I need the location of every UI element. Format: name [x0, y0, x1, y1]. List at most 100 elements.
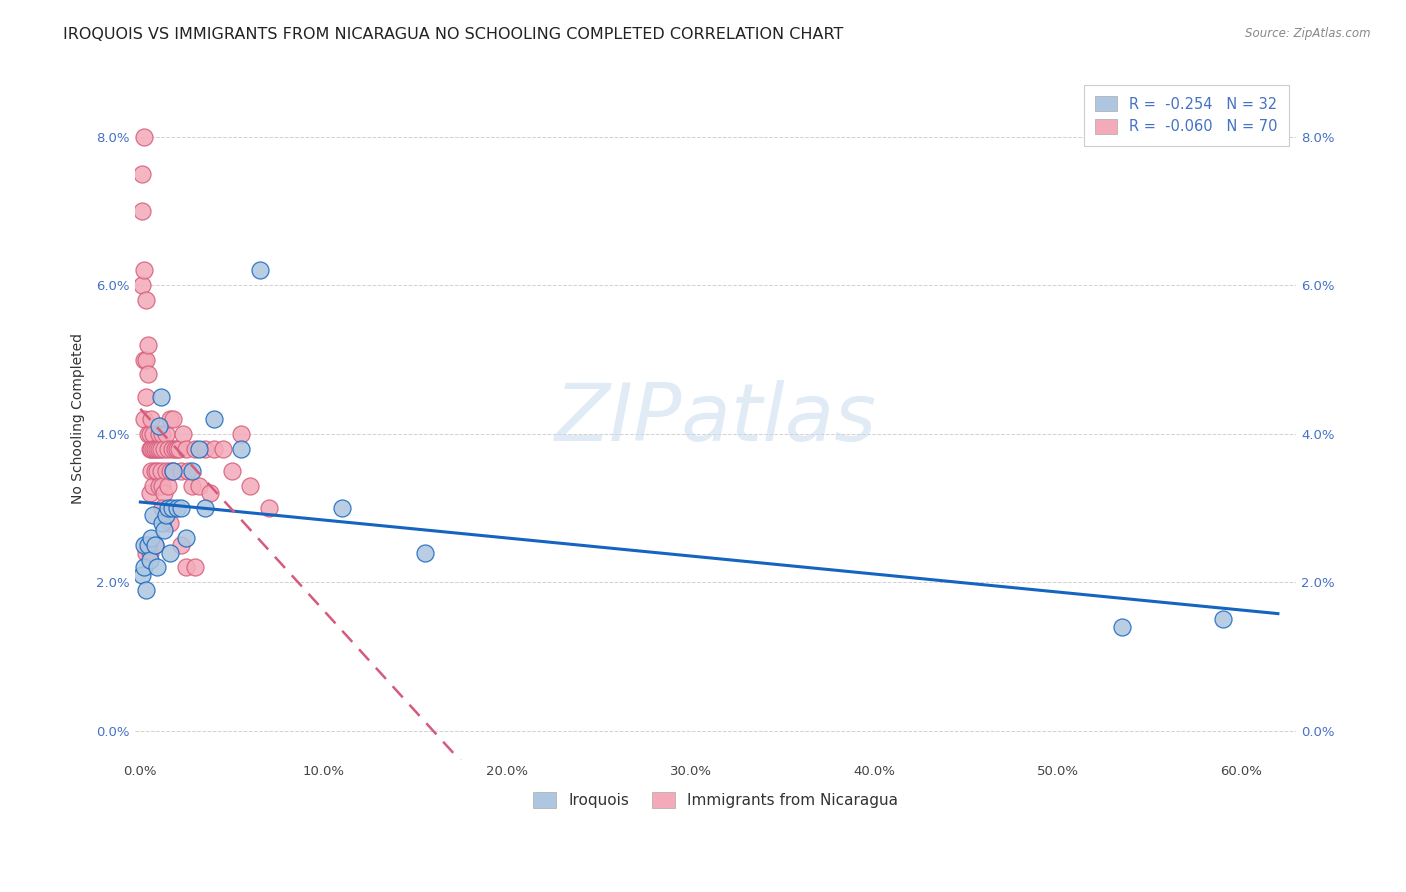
Point — [198, 486, 221, 500]
Point — [132, 352, 155, 367]
Point — [131, 167, 153, 181]
Point — [132, 412, 155, 426]
Point — [159, 516, 181, 530]
Point — [148, 442, 170, 456]
Point — [184, 442, 207, 456]
Point — [138, 486, 160, 500]
Point — [142, 442, 165, 456]
Point — [172, 426, 194, 441]
Point — [155, 426, 177, 441]
Point — [143, 464, 166, 478]
Point — [159, 464, 181, 478]
Point — [166, 500, 188, 515]
Point — [149, 464, 172, 478]
Point — [162, 412, 184, 426]
Point — [413, 545, 436, 559]
Point — [150, 500, 173, 515]
Point — [153, 486, 176, 500]
Text: Source: ZipAtlas.com: Source: ZipAtlas.com — [1246, 27, 1371, 40]
Point — [132, 538, 155, 552]
Point — [162, 464, 184, 478]
Point — [177, 464, 200, 478]
Point — [153, 442, 176, 456]
Point — [156, 442, 179, 456]
Point — [132, 129, 155, 144]
Y-axis label: No Schooling Completed: No Schooling Completed — [72, 334, 86, 504]
Point — [193, 500, 215, 515]
Point — [132, 560, 155, 574]
Point — [136, 426, 159, 441]
Point — [156, 479, 179, 493]
Point — [221, 464, 243, 478]
Point — [257, 500, 280, 515]
Point — [131, 567, 153, 582]
Point — [146, 560, 169, 574]
Point — [150, 479, 173, 493]
Point — [212, 442, 235, 456]
Point — [135, 545, 157, 559]
Point — [148, 419, 170, 434]
Point — [131, 278, 153, 293]
Point — [153, 523, 176, 537]
Point — [155, 508, 177, 523]
Point — [138, 553, 160, 567]
Point — [146, 464, 169, 478]
Point — [231, 426, 253, 441]
Point — [141, 464, 163, 478]
Text: ZIPatlas: ZIPatlas — [554, 380, 876, 458]
Point — [149, 442, 172, 456]
Point — [138, 426, 160, 441]
Point — [184, 560, 207, 574]
Point — [135, 293, 157, 307]
Point — [159, 412, 181, 426]
Point — [136, 538, 159, 552]
Point — [174, 560, 197, 574]
Point — [170, 538, 193, 552]
Point — [188, 442, 211, 456]
Point — [249, 263, 271, 277]
Point — [155, 464, 177, 478]
Point — [142, 508, 165, 523]
Point — [141, 531, 163, 545]
Point — [180, 479, 202, 493]
Text: IROQUOIS VS IMMIGRANTS FROM NICARAGUA NO SCHOOLING COMPLETED CORRELATION CHART: IROQUOIS VS IMMIGRANTS FROM NICARAGUA NO… — [63, 27, 844, 42]
Point — [239, 479, 262, 493]
Point — [1212, 612, 1234, 626]
Point — [202, 442, 225, 456]
Point — [160, 442, 183, 456]
Point — [150, 426, 173, 441]
Point — [166, 442, 188, 456]
Point — [136, 368, 159, 382]
Point — [160, 500, 183, 515]
Point — [141, 412, 163, 426]
Point — [159, 545, 181, 559]
Point — [135, 352, 157, 367]
Point — [202, 412, 225, 426]
Point — [167, 442, 190, 456]
Point — [174, 531, 197, 545]
Point — [143, 538, 166, 552]
Point — [156, 500, 179, 515]
Point — [142, 479, 165, 493]
Point — [141, 442, 163, 456]
Point — [165, 442, 187, 456]
Point — [188, 479, 211, 493]
Point — [143, 538, 166, 552]
Point — [135, 582, 157, 597]
Point — [148, 426, 170, 441]
Point — [170, 464, 193, 478]
Point — [149, 390, 172, 404]
Point — [330, 500, 353, 515]
Point — [143, 442, 166, 456]
Point — [138, 442, 160, 456]
Point — [162, 464, 184, 478]
Point — [150, 516, 173, 530]
Point — [180, 464, 202, 478]
Point — [142, 426, 165, 441]
Point — [138, 545, 160, 559]
Point — [135, 390, 157, 404]
Point — [136, 337, 159, 351]
Point — [174, 442, 197, 456]
Point — [131, 204, 153, 219]
Point — [231, 442, 253, 456]
